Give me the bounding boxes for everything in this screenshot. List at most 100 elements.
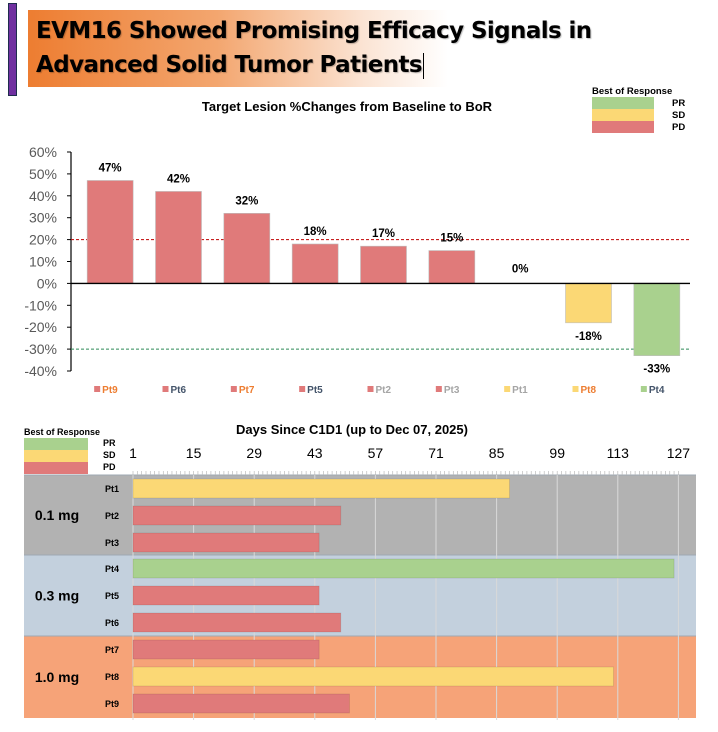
- category-swatch: [162, 386, 169, 392]
- bar-pt4: [633, 283, 681, 356]
- y-tick-label: 50%: [29, 166, 57, 182]
- category-swatch: [94, 386, 101, 392]
- swim-bar-pt7: [132, 639, 320, 660]
- waterfall-title: Target Lesion %Changes from Baseline to …: [202, 99, 493, 114]
- data-label-pt4: -33%: [643, 364, 670, 376]
- category-label-pt5: Pt5: [307, 385, 323, 396]
- category-swatch: [640, 386, 647, 392]
- category-swatch: [367, 386, 374, 392]
- patient-label-pt7: Pt7: [105, 645, 119, 655]
- x-tick-label: 43: [307, 445, 323, 461]
- swim-bar-pt3: [132, 532, 320, 553]
- text-cursor: [423, 52, 425, 79]
- patient-label-pt1: Pt1: [105, 484, 119, 494]
- swimmer-legend-title: Best of Response: [24, 427, 100, 437]
- legend-title: Best of Response: [592, 86, 672, 97]
- patient-label-pt6: Pt6: [105, 618, 119, 628]
- data-label-pt3: 15%: [440, 233, 463, 245]
- swim-bar-pt6: [132, 612, 342, 633]
- category-label-pt6: Pt6: [171, 385, 187, 396]
- category-swatch: [299, 386, 306, 392]
- waterfall-chart: Target Lesion %Changes from Baseline to …: [24, 86, 690, 396]
- y-tick-label: 30%: [29, 210, 57, 226]
- category-label-pt9: Pt9: [102, 385, 118, 396]
- dose-label-10: 1.0 mg: [35, 669, 79, 685]
- title-accent-bar: [8, 3, 17, 96]
- swimmer-legend-label-pd: PD: [103, 462, 116, 472]
- slide-title-line1: EVM16 Showed Promising Efficacy Signals …: [36, 18, 592, 44]
- slide-title: EVM16 Showed Promising Efficacy Signals …: [36, 14, 592, 82]
- category-label-pt4: Pt4: [649, 385, 665, 396]
- category-swatch: [230, 386, 237, 392]
- bar-pt5: [291, 243, 339, 284]
- legend-label-pd: PD: [672, 122, 685, 133]
- x-tick-label: 85: [489, 445, 505, 461]
- patient-label-pt2: Pt2: [105, 511, 119, 521]
- title-banner: [28, 10, 448, 87]
- category-swatch: [435, 386, 442, 392]
- slide-title-line2: Advanced Solid Tumor Patients: [36, 48, 592, 82]
- bar-pt8: [565, 283, 612, 324]
- patient-label-pt9: Pt9: [105, 699, 119, 709]
- legend-label-pr: PR: [672, 98, 685, 109]
- swimmer-legend-label-sd: SD: [103, 450, 116, 460]
- y-tick-label: 0%: [37, 275, 57, 291]
- dose-label-01: 0.1 mg: [35, 507, 79, 523]
- x-tick-label: 1: [129, 445, 137, 461]
- category-swatch: [504, 386, 511, 392]
- data-label-pt7: 32%: [235, 195, 258, 207]
- data-label-pt6: 42%: [167, 173, 190, 185]
- x-tick-label: 57: [368, 445, 384, 461]
- y-tick-label: -20%: [24, 319, 57, 335]
- swim-bar-pt4: [132, 558, 675, 579]
- x-tick-label: 99: [549, 445, 565, 461]
- patient-label-pt5: Pt5: [105, 591, 119, 601]
- swimmer-legend-swatch-pr: [24, 438, 88, 450]
- data-label-pt1: 0%: [512, 263, 529, 275]
- x-tick-label: 113: [607, 445, 630, 461]
- x-tick-label: 29: [246, 445, 262, 461]
- y-tick-label: 60%: [29, 144, 57, 160]
- data-label-pt2: 17%: [372, 228, 395, 240]
- y-tick-label: 20%: [29, 232, 57, 248]
- category-label-pt3: Pt3: [444, 385, 460, 396]
- x-tick-label: 71: [428, 445, 444, 461]
- category-label-pt2: Pt2: [376, 385, 392, 396]
- dose-label-03: 0.3 mg: [35, 588, 79, 604]
- legend-swatch-pd: [592, 121, 654, 133]
- slide-title-line2-text: Advanced Solid Tumor Patients: [36, 52, 423, 78]
- category-label-pt8: Pt8: [581, 385, 597, 396]
- y-tick-label: -40%: [24, 363, 57, 379]
- bar-pt6: [155, 191, 202, 284]
- legend-swatch-pr: [592, 97, 654, 109]
- bar-pt9: [86, 180, 134, 284]
- y-tick-label: 10%: [29, 254, 57, 270]
- swimmer-legend-label-pr: PR: [103, 438, 116, 448]
- swim-bar-pt2: [132, 505, 342, 526]
- data-label-pt8: -18%: [575, 331, 602, 343]
- y-tick-label: -10%: [24, 297, 57, 313]
- legend-swatch-sd: [592, 109, 654, 121]
- y-tick-label: 40%: [29, 188, 57, 204]
- category-label-pt1: Pt1: [512, 385, 528, 396]
- category-label-pt7: Pt7: [239, 385, 255, 396]
- patient-label-pt8: Pt8: [105, 672, 119, 682]
- x-tick-label: 127: [667, 445, 691, 461]
- swim-bar-pt1: [132, 478, 510, 499]
- patient-label-pt4: Pt4: [105, 564, 119, 574]
- bar-pt2: [360, 245, 407, 284]
- swimmer-legend-swatch-sd: [24, 450, 88, 462]
- category-swatch: [572, 386, 579, 392]
- swimmer-title: Days Since C1D1 (up to Dec 07, 2025): [236, 422, 468, 437]
- swim-bar-pt5: [132, 585, 320, 606]
- swim-bar-pt9: [132, 693, 350, 714]
- swimmer-legend-swatch-pd: [24, 462, 88, 474]
- data-label-pt5: 18%: [304, 226, 327, 238]
- y-tick-label: -30%: [24, 341, 57, 357]
- legend-label-sd: SD: [672, 110, 685, 121]
- bar-pt7: [223, 213, 271, 284]
- patient-label-pt3: Pt3: [105, 538, 119, 548]
- swim-bar-pt8: [132, 666, 614, 687]
- data-label-pt9: 47%: [99, 162, 122, 174]
